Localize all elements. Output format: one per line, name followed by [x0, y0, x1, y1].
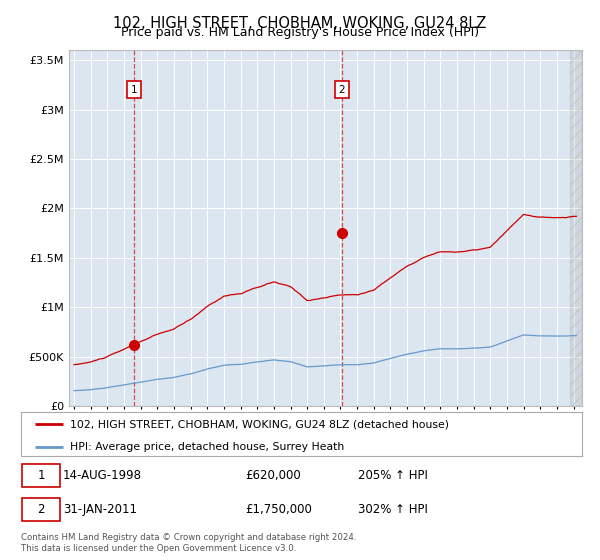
Text: 1: 1 [37, 469, 45, 482]
Text: 14-AUG-1998: 14-AUG-1998 [63, 469, 142, 482]
Text: 2: 2 [37, 503, 45, 516]
Title: 102, HIGH STREET, CHOBHAM, WOKING, GU24 8LZ
Price paid vs. HM Land Registry's Ho: 102, HIGH STREET, CHOBHAM, WOKING, GU24 … [0, 559, 1, 560]
Text: 102, HIGH STREET, CHOBHAM, WOKING, GU24 8LZ: 102, HIGH STREET, CHOBHAM, WOKING, GU24 … [113, 16, 487, 31]
Text: Contains HM Land Registry data © Crown copyright and database right 2024.
This d: Contains HM Land Registry data © Crown c… [21, 533, 356, 553]
Text: £620,000: £620,000 [245, 469, 301, 482]
Text: £1,750,000: £1,750,000 [245, 503, 312, 516]
FancyBboxPatch shape [22, 464, 60, 487]
Text: 31-JAN-2011: 31-JAN-2011 [63, 503, 137, 516]
Text: 1: 1 [131, 85, 137, 95]
Text: Price paid vs. HM Land Registry's House Price Index (HPI): Price paid vs. HM Land Registry's House … [121, 26, 479, 39]
Text: 205% ↑ HPI: 205% ↑ HPI [358, 469, 427, 482]
Text: 102, HIGH STREET, CHOBHAM, WOKING, GU24 8LZ (detached house): 102, HIGH STREET, CHOBHAM, WOKING, GU24 … [70, 419, 449, 429]
Text: HPI: Average price, detached house, Surrey Heath: HPI: Average price, detached house, Surr… [70, 441, 344, 451]
FancyBboxPatch shape [22, 498, 60, 521]
Text: 2: 2 [338, 85, 345, 95]
Text: 302% ↑ HPI: 302% ↑ HPI [358, 503, 427, 516]
